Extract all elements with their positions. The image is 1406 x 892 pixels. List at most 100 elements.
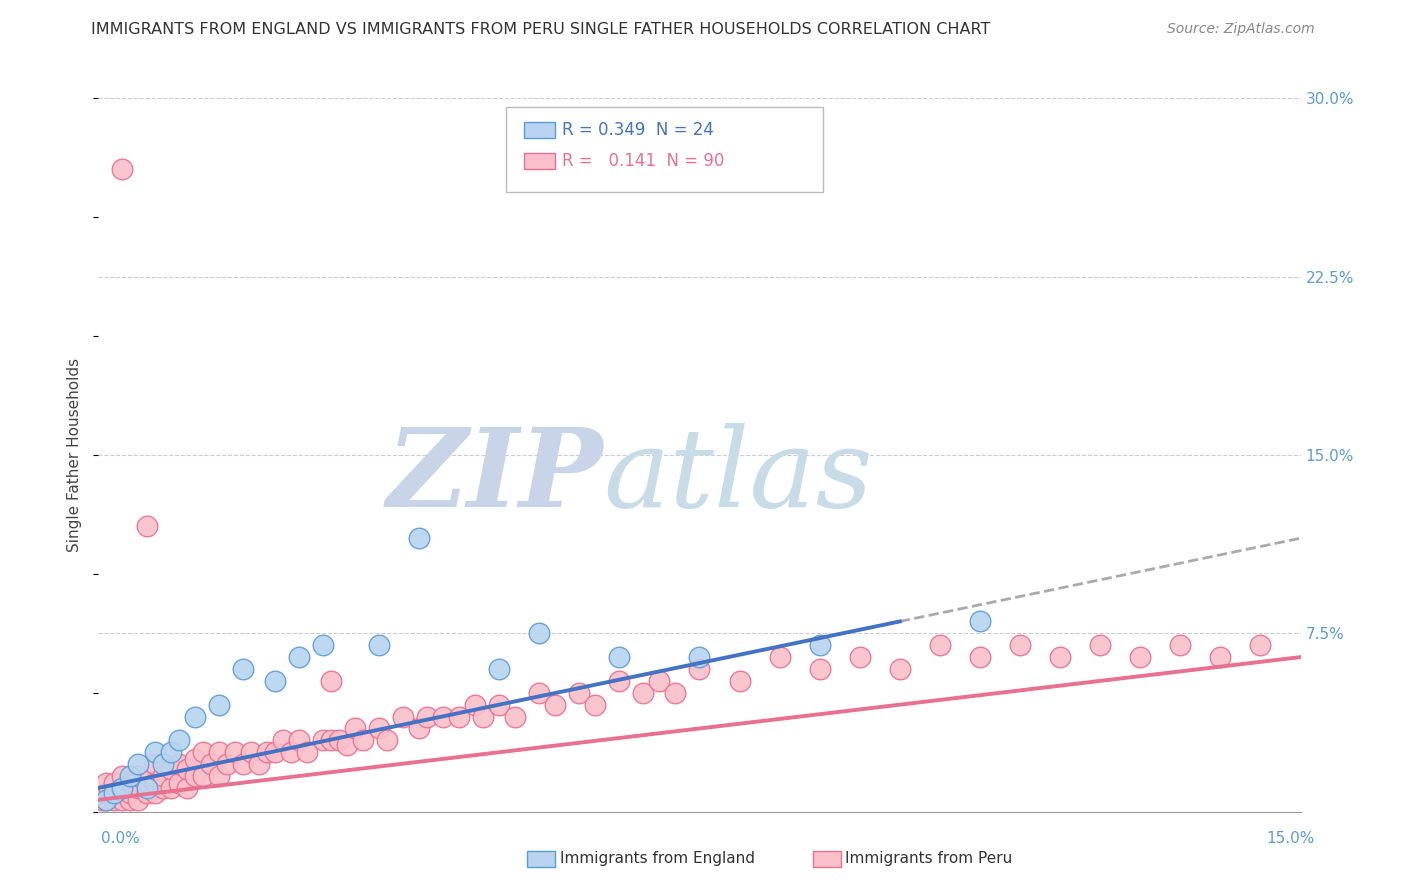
Point xyxy=(1049,650,1071,665)
Point xyxy=(1170,638,1192,652)
Point xyxy=(152,757,174,772)
Y-axis label: Single Father Households: Single Father Households xyxy=(67,358,83,552)
Point xyxy=(689,662,711,676)
Text: Immigrants from Peru: Immigrants from Peru xyxy=(845,852,1012,866)
Point xyxy=(176,780,198,795)
Point xyxy=(191,769,214,783)
Point xyxy=(128,793,150,807)
Point xyxy=(167,776,190,790)
Text: atlas: atlas xyxy=(603,423,873,530)
Point xyxy=(111,162,134,177)
Point xyxy=(128,780,150,795)
Text: R =   0.141  N = 90: R = 0.141 N = 90 xyxy=(562,153,724,170)
Point xyxy=(167,733,190,747)
Text: 0.0%: 0.0% xyxy=(101,831,141,846)
Point xyxy=(152,780,174,795)
Point xyxy=(889,662,911,676)
Point xyxy=(176,762,198,776)
Point xyxy=(503,709,526,723)
Point xyxy=(472,709,495,723)
Point xyxy=(183,752,205,766)
Point xyxy=(319,673,342,688)
Point xyxy=(529,626,551,640)
Point xyxy=(143,786,166,800)
Point xyxy=(432,709,454,723)
Point xyxy=(808,638,831,652)
Point xyxy=(328,733,350,747)
Point xyxy=(232,662,254,676)
Point xyxy=(312,733,335,747)
Point xyxy=(408,722,430,736)
Point xyxy=(368,638,391,652)
Text: Immigrants from England: Immigrants from England xyxy=(560,852,755,866)
Point xyxy=(1209,650,1232,665)
Point xyxy=(295,745,318,759)
Point xyxy=(769,650,792,665)
Point xyxy=(416,709,439,723)
Point xyxy=(120,793,142,807)
Point xyxy=(1010,638,1032,652)
Point xyxy=(128,757,150,772)
Point xyxy=(208,769,231,783)
Point xyxy=(969,650,991,665)
Point xyxy=(143,757,166,772)
Point xyxy=(689,650,711,665)
Point xyxy=(111,793,134,807)
Point xyxy=(208,698,231,712)
Point xyxy=(1129,650,1152,665)
Point xyxy=(583,698,606,712)
Point xyxy=(208,745,231,759)
Point xyxy=(247,757,270,772)
Point xyxy=(120,769,142,783)
Point xyxy=(103,786,125,800)
Point xyxy=(224,745,246,759)
Point xyxy=(120,776,142,790)
Point xyxy=(263,673,285,688)
Point xyxy=(159,780,181,795)
Point xyxy=(271,733,294,747)
Point xyxy=(200,757,222,772)
Point xyxy=(544,698,567,712)
Point xyxy=(96,786,118,800)
Point xyxy=(648,673,671,688)
Point xyxy=(111,769,134,783)
Point xyxy=(352,733,374,747)
Point xyxy=(343,722,366,736)
Point xyxy=(633,686,655,700)
Text: 15.0%: 15.0% xyxy=(1267,831,1315,846)
Point xyxy=(167,757,190,772)
Point xyxy=(568,686,591,700)
Point xyxy=(111,780,134,795)
Point xyxy=(312,638,335,652)
Text: ZIP: ZIP xyxy=(387,423,603,530)
Point xyxy=(488,698,510,712)
Point xyxy=(103,786,125,800)
Point xyxy=(135,786,157,800)
Point xyxy=(128,769,150,783)
Point xyxy=(808,662,831,676)
Point xyxy=(728,673,751,688)
Point xyxy=(96,793,118,807)
Point xyxy=(135,519,157,533)
Point xyxy=(1088,638,1111,652)
Point xyxy=(215,757,238,772)
Point xyxy=(368,722,391,736)
Point xyxy=(143,745,166,759)
Point xyxy=(849,650,872,665)
Point xyxy=(120,786,142,800)
Point xyxy=(664,686,686,700)
Point xyxy=(96,776,118,790)
Point xyxy=(239,745,262,759)
Point xyxy=(111,780,134,795)
Point xyxy=(159,762,181,776)
Point xyxy=(408,531,430,545)
Point xyxy=(288,650,311,665)
Point xyxy=(288,733,311,747)
Point xyxy=(256,745,278,759)
Point xyxy=(609,650,631,665)
Point xyxy=(183,709,205,723)
Point xyxy=(143,776,166,790)
Point xyxy=(529,686,551,700)
Point xyxy=(232,757,254,772)
Point xyxy=(91,793,114,807)
